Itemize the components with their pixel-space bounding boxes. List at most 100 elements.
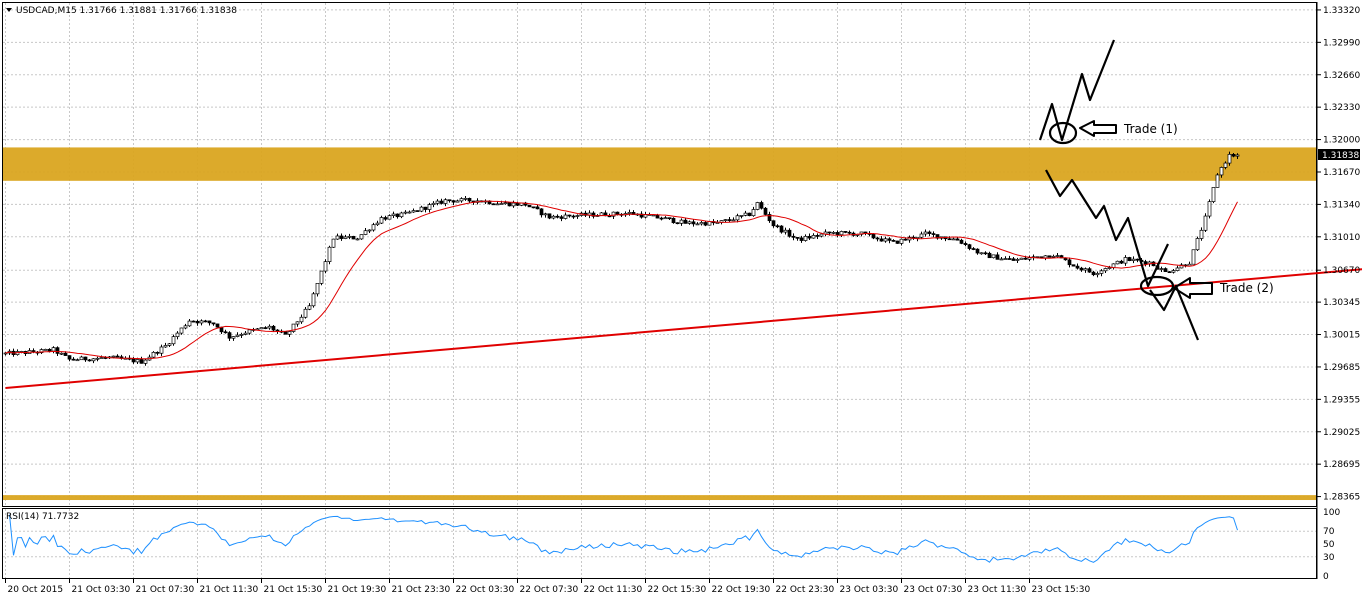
candle-body — [1143, 261, 1148, 265]
candle-body — [875, 237, 880, 240]
candle-body — [671, 217, 676, 224]
candle-body — [1015, 259, 1020, 261]
candle-body — [1235, 154, 1240, 157]
candle-body — [927, 231, 932, 234]
x-tick-label: 23 Oct 07:30 — [904, 585, 963, 595]
candle-body — [151, 351, 156, 358]
time-axis[interactable]: 20 Oct 2015 21 Oct 03:30 21 Oct 07:30 21 Oc… — [5, 579, 1091, 595]
candle-body — [247, 329, 252, 334]
candle-body — [815, 235, 820, 237]
candle-body — [1071, 264, 1076, 267]
price-zone — [3, 147, 1316, 181]
candle-body — [1159, 268, 1164, 270]
candle-body — [1103, 268, 1108, 272]
candle-body — [699, 222, 704, 225]
candle-body — [299, 316, 304, 323]
candle-body — [191, 320, 196, 323]
candle-body — [43, 348, 48, 351]
candle-body — [683, 219, 688, 224]
candle-body — [843, 231, 848, 233]
candle-body — [403, 211, 408, 214]
candle-body — [979, 252, 984, 255]
support-trendline — [5, 268, 1362, 390]
candle-body — [1171, 270, 1176, 273]
rsi-tick-label: 100 — [1323, 508, 1340, 518]
candle-body — [783, 229, 788, 233]
candle-body — [1131, 258, 1136, 262]
y-tick-label: 1.29355 — [1323, 395, 1360, 405]
candle-body — [315, 283, 320, 295]
candle-body — [455, 200, 460, 203]
candle-body — [79, 356, 84, 361]
candle-body — [515, 202, 520, 206]
candle-body — [767, 214, 772, 222]
candle-body — [991, 254, 996, 259]
candle-body — [735, 215, 740, 221]
candle-body — [551, 215, 556, 219]
arrow-left-icon — [1079, 120, 1117, 137]
candle-body — [627, 212, 632, 214]
y-tick-label: 1.30670 — [1323, 266, 1360, 276]
candle-body — [319, 270, 324, 284]
candle-body — [55, 347, 60, 354]
candle-body — [555, 215, 560, 218]
candle-body — [787, 229, 792, 237]
candle-body — [395, 213, 400, 218]
candle-body — [547, 213, 552, 219]
moving-average-line — [5, 200, 1238, 360]
candle-body — [987, 252, 992, 259]
rsi-axis: 100 70 50 30 0 — [1323, 508, 1340, 582]
candle-body — [727, 219, 732, 221]
candle-body — [307, 305, 312, 310]
candle-body — [1011, 258, 1016, 261]
candle-body — [999, 258, 1004, 261]
y-tick-label: 1.33320 — [1323, 6, 1360, 16]
rsi-header-label: RSI(14) 71.7732 — [6, 512, 79, 522]
candle-body — [947, 238, 952, 241]
trade-2-label: Trade (2) — [1219, 281, 1274, 295]
candle-body — [495, 203, 500, 206]
candle-body — [755, 202, 760, 210]
candle-body — [887, 238, 892, 241]
candle-body — [499, 203, 504, 205]
candle-body — [955, 238, 960, 241]
candle-body — [391, 213, 396, 216]
candle-body — [1179, 264, 1184, 269]
candle-body — [87, 359, 92, 362]
candle-body — [1227, 154, 1232, 164]
candle-body — [139, 359, 144, 364]
price-axis[interactable]: 1.33320 1.32990 1.32660 1.32330 1.32000 1.316… — [1317, 6, 1360, 503]
candle-body — [355, 238, 360, 241]
candle-body — [1027, 257, 1032, 260]
candle-body — [1231, 154, 1236, 157]
candle-body — [463, 197, 468, 200]
candle-body — [935, 234, 940, 239]
x-tick-label: 21 Oct 11:30 — [200, 585, 259, 595]
candle-body — [667, 217, 672, 220]
candle-body — [67, 355, 72, 360]
candle-body — [531, 206, 536, 209]
candle-body — [599, 212, 604, 216]
candle-body — [567, 214, 572, 217]
candle-body — [959, 239, 964, 244]
candle-body — [295, 321, 300, 325]
candle-body — [871, 233, 876, 239]
candle-body — [435, 200, 440, 204]
candle-body — [695, 223, 700, 226]
candle-body — [383, 217, 388, 220]
rsi-tick-label: 30 — [1323, 553, 1335, 563]
candle-body — [451, 200, 456, 203]
candle-body — [1187, 263, 1192, 267]
candle-body — [655, 214, 660, 219]
triangle-down-icon[interactable] — [6, 8, 12, 12]
candle-body — [111, 355, 116, 358]
candle-body — [263, 327, 268, 329]
candle-body — [203, 320, 208, 323]
x-tick-label: 21 Oct 07:30 — [136, 585, 195, 595]
candle-body — [271, 325, 276, 331]
candle-body — [723, 219, 728, 221]
y-tick-label: 1.30015 — [1323, 331, 1360, 341]
candle-body — [803, 235, 808, 241]
candle-body — [159, 346, 164, 354]
